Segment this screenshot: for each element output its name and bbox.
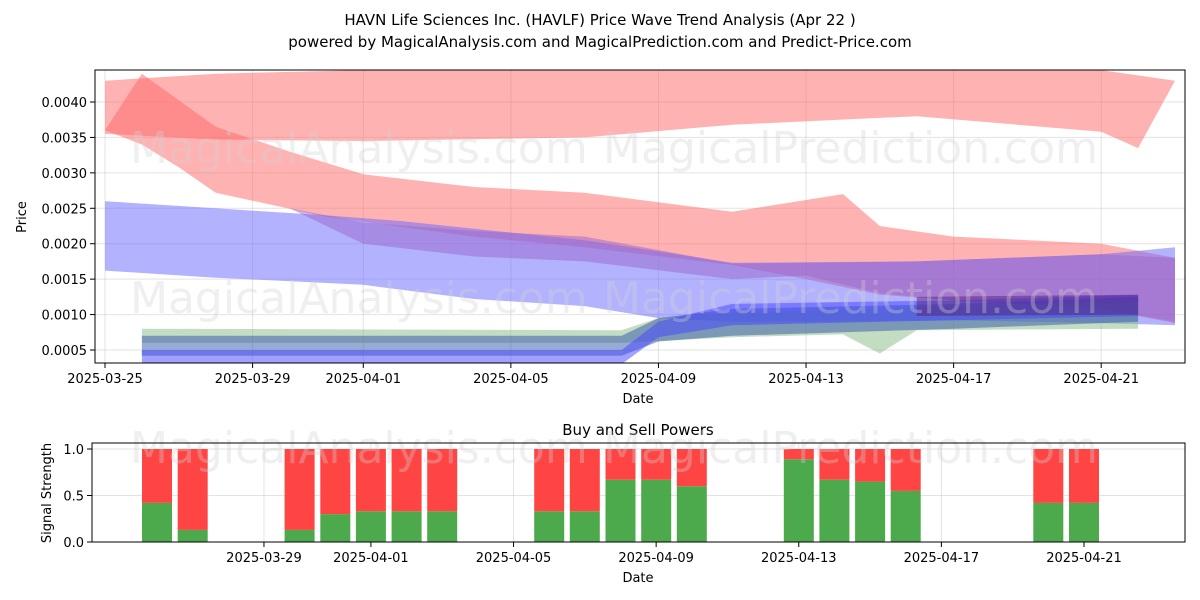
price-x-tick-label: 2025-04-05 xyxy=(473,372,549,387)
sell-bar-2025-04-21 xyxy=(1069,449,1099,503)
signal-y-ticks: 0.0 0.5 1.0 xyxy=(63,443,92,551)
price-x-tick-label: 2025-04-01 xyxy=(325,372,401,387)
price-y-tick-label: 0.0010 xyxy=(42,309,88,324)
price-band-7 xyxy=(916,294,1139,316)
price-band-0 xyxy=(105,70,1175,149)
price-x-tick-label: 2025-04-21 xyxy=(1063,372,1139,387)
signal-y-tick-label: 1.0 xyxy=(63,443,84,458)
chart-title: HAVN Life Sciences Inc. (HAVLF) Price Wa… xyxy=(344,11,855,29)
buy-bar-2025-03-27 xyxy=(177,529,208,542)
price-x-tick-label: 2025-03-25 xyxy=(67,372,143,387)
signal-y-tick-label: 0.5 xyxy=(63,490,84,505)
sell-bar-2025-03-31 xyxy=(320,449,351,515)
price-y-tick-label: 0.0015 xyxy=(42,273,88,288)
buy-bar-2025-04-13 xyxy=(783,459,814,542)
signal-x-tick-label: 2025-03-29 xyxy=(226,551,302,566)
signal-x-tick-label: 2025-04-01 xyxy=(333,551,409,566)
price-band-6 xyxy=(141,294,1139,363)
signal-axes-frame xyxy=(91,442,1186,543)
price-y-tick-label: 0.0030 xyxy=(42,167,88,182)
price-x-ticks: 2025-03-25 2025-03-29 2025-04-01 2025-04-05… xyxy=(67,363,1139,387)
sell-bar-2025-04-13 xyxy=(783,449,814,460)
sell-bar-2025-03-30 xyxy=(284,449,315,530)
buy-bar-2025-04-01 xyxy=(355,511,386,542)
price-y-ticks: 0.0005 0.0010 0.0015 0.0020 0.0025 0.0030 0.00… xyxy=(42,96,95,359)
price-x-tick-label: 2025-04-17 xyxy=(916,372,992,387)
watermark-analysis-2: MagicalAnalysis.com xyxy=(130,273,588,324)
buy-bar-2025-04-14 xyxy=(819,479,850,542)
sell-bar-2025-04-02 xyxy=(391,449,422,512)
buy-bar-2025-03-26 xyxy=(142,502,172,542)
sell-bar-2025-04-07 xyxy=(569,449,600,512)
watermark-analysis-3: MagicalAnalysis.com xyxy=(130,423,588,474)
sell-bar-2025-04-16 xyxy=(890,449,921,491)
sell-bar-2025-03-27 xyxy=(177,449,208,530)
sell-bar-2025-04-20 xyxy=(1033,449,1064,503)
price-band-3 xyxy=(289,208,1175,322)
signal-x-ticks: 2025-03-29 2025-04-01 2025-04-05 2025-04-09… xyxy=(226,542,1122,566)
signal-x-tick-label: 2025-04-13 xyxy=(761,551,837,566)
price-y-label: Price xyxy=(15,201,30,233)
price-x-label: Date xyxy=(622,392,653,407)
watermark-prediction: MagicalPrediction.com xyxy=(603,123,1098,174)
buy-bar-2025-04-03 xyxy=(427,511,458,542)
price-band-1 xyxy=(105,73,1175,324)
price-y-tick-label: 0.0035 xyxy=(42,131,88,146)
buy-bar-2025-04-06 xyxy=(534,511,565,542)
price-watermarks: MagicalAnalysis.com MagicalPrediction.co… xyxy=(130,123,1098,324)
price-y-tick-label: 0.0040 xyxy=(42,96,88,111)
signal-y-tick-label: 0.0 xyxy=(63,536,84,551)
watermark-prediction-3: MagicalPrediction.com xyxy=(603,423,1098,474)
sell-bar-2025-04-03 xyxy=(427,449,458,512)
buy-bar-2025-04-20 xyxy=(1033,502,1064,542)
buy-bar-2025-04-09 xyxy=(641,479,672,542)
sell-bar-2025-04-10 xyxy=(676,449,707,487)
sell-bar-2025-04-14 xyxy=(819,449,850,480)
buy-bar-2025-04-02 xyxy=(391,511,422,542)
price-axes-frame xyxy=(94,69,1186,364)
price-bands xyxy=(105,70,1175,363)
watermark-analysis: MagicalAnalysis.com xyxy=(130,123,588,174)
price-y-tick-label: 0.0025 xyxy=(42,202,88,217)
price-x-tick-label: 2025-03-29 xyxy=(215,372,291,387)
signal-x-label: Date xyxy=(622,571,653,586)
signal-bars xyxy=(142,449,1099,542)
buy-bar-2025-04-07 xyxy=(569,511,600,542)
signal-title: Buy and Sell Powers xyxy=(562,421,714,439)
buy-bar-2025-03-30 xyxy=(284,529,315,542)
sell-bar-2025-04-09 xyxy=(641,449,672,480)
buy-bar-2025-04-10 xyxy=(676,486,707,542)
signal-x-tick-label: 2025-04-21 xyxy=(1046,551,1122,566)
sell-bar-2025-04-06 xyxy=(534,449,565,512)
buy-bar-2025-04-15 xyxy=(855,481,886,542)
signal-y-label: Signal Strength xyxy=(40,443,55,543)
signal-x-tick-label: 2025-04-17 xyxy=(904,551,980,566)
sell-bar-2025-04-01 xyxy=(355,449,386,512)
price-x-tick-label: 2025-04-13 xyxy=(768,372,844,387)
watermark-prediction-2: MagicalPrediction.com xyxy=(603,273,1098,324)
signal-x-tick-label: 2025-04-05 xyxy=(476,551,552,566)
price-y-tick-label: 0.0005 xyxy=(42,344,88,359)
signal-panel: Buy and Sell Powers MagicalAnalysis.com … xyxy=(40,421,1186,586)
buy-bar-2025-03-31 xyxy=(320,514,351,542)
signal-watermarks: MagicalAnalysis.com MagicalPrediction.co… xyxy=(130,423,1098,474)
sell-bar-2025-04-08 xyxy=(605,449,636,480)
price-y-tick-label: 0.0020 xyxy=(42,238,88,253)
price-panel: MagicalAnalysis.com MagicalPrediction.co… xyxy=(15,69,1186,407)
buy-bar-2025-04-16 xyxy=(890,490,921,542)
buy-bar-2025-04-08 xyxy=(605,479,636,542)
sell-bar-2025-04-15 xyxy=(855,449,886,482)
chart-subtitle: powered by MagicalAnalysis.com and Magic… xyxy=(288,33,912,51)
sell-bar-2025-03-26 xyxy=(142,449,172,503)
price-x-tick-label: 2025-04-09 xyxy=(621,372,697,387)
signal-x-tick-label: 2025-04-09 xyxy=(618,551,694,566)
buy-bar-2025-04-21 xyxy=(1069,502,1099,542)
